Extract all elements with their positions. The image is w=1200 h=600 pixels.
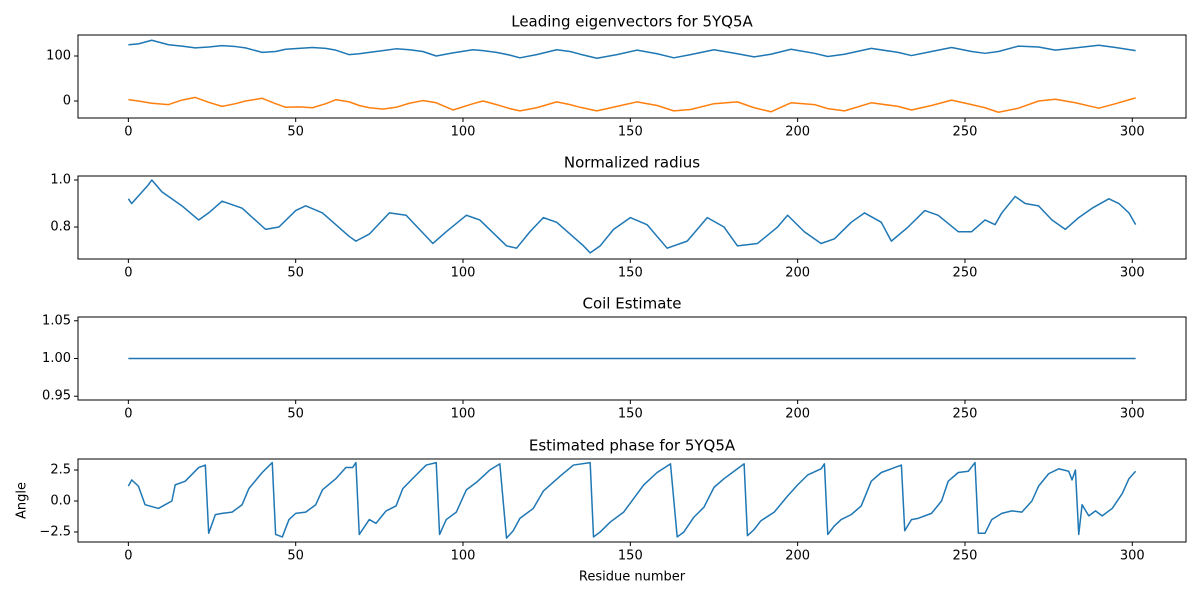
subplot: Estimated phase for 5YQ5A 0 50 100 150 200 250… xyxy=(15,437,1187,585)
x-tick-label: 100 xyxy=(451,407,476,422)
x-tick-label: 250 xyxy=(953,125,978,140)
x-tick-label: 250 xyxy=(953,407,978,422)
subplot-title: Coil Estimate xyxy=(582,295,681,313)
x-tick-label: 200 xyxy=(785,125,810,140)
x-tick-label: 250 xyxy=(953,549,978,564)
axes-frame xyxy=(77,34,1187,119)
x-tick-label: 150 xyxy=(618,549,643,564)
plot-area xyxy=(128,39,1136,113)
x-tick-label: 300 xyxy=(1120,125,1145,140)
y-tick-label: 0.95 xyxy=(42,389,71,404)
y-tick-label: 1.00 xyxy=(42,351,71,366)
y-tick-label: 1.0 xyxy=(50,172,71,187)
y-tick-label: −2.5 xyxy=(39,524,71,539)
subplot: Normalized radius 0 50 100 150 200 250 300 0.8 1.… xyxy=(50,154,1187,281)
x-tick-label: 100 xyxy=(451,266,476,281)
data-line xyxy=(128,39,1136,60)
subplot-title: Leading eigenvectors for 5YQ5A xyxy=(511,13,753,31)
plot-area xyxy=(127,179,1137,254)
subplot-title: Estimated phase for 5YQ5A xyxy=(529,437,736,455)
x-tick-label: 0 xyxy=(124,266,132,281)
axes-frame xyxy=(77,458,1187,543)
x-tick-label: 150 xyxy=(618,407,643,422)
plot-area xyxy=(127,461,1137,539)
x-tick-label: 100 xyxy=(451,549,476,564)
y-tick-label: 2.5 xyxy=(50,463,71,478)
y-axis-label: Angle xyxy=(15,482,30,519)
x-tick-label: 200 xyxy=(785,266,810,281)
x-tick-label: 150 xyxy=(618,125,643,140)
x-tick-label: 200 xyxy=(785,549,810,564)
x-tick-label: 50 xyxy=(287,407,304,422)
x-tick-label: 0 xyxy=(124,407,132,422)
y-tick-label: 100 xyxy=(46,49,71,64)
subplot-title: Normalized radius xyxy=(564,154,700,172)
axes-frame xyxy=(77,175,1187,260)
axes-frame xyxy=(77,316,1187,401)
x-tick-label: 0 xyxy=(124,125,132,140)
x-tick-label: 250 xyxy=(953,266,978,281)
x-tick-label: 0 xyxy=(124,549,132,564)
x-tick-label: 50 xyxy=(287,549,304,564)
y-tick-label: 0.8 xyxy=(50,220,71,235)
x-tick-label: 100 xyxy=(451,125,476,140)
x-tick-label: 50 xyxy=(287,266,304,281)
x-tick-label: 300 xyxy=(1120,407,1145,422)
y-tick-label: 0 xyxy=(63,93,71,108)
y-tick-label: 1.05 xyxy=(42,313,71,328)
x-tick-label: 150 xyxy=(618,266,643,281)
data-line xyxy=(127,179,1137,254)
subplot: Leading eigenvectors for 5YQ5A 0 50 100 150 2… xyxy=(46,13,1187,140)
subplot: Coil Estimate 0 50 100 150 200 250 300 0.95 1.00 1… xyxy=(42,295,1187,422)
x-tick-label: 200 xyxy=(785,407,810,422)
data-line xyxy=(127,461,1137,539)
data-line xyxy=(128,96,1136,113)
x-tick-label: 300 xyxy=(1120,549,1145,564)
x-axis-label: Residue number xyxy=(579,570,686,585)
x-tick-label: 300 xyxy=(1120,266,1145,281)
y-tick-label: 0.0 xyxy=(50,493,71,508)
x-tick-label: 50 xyxy=(287,125,304,140)
